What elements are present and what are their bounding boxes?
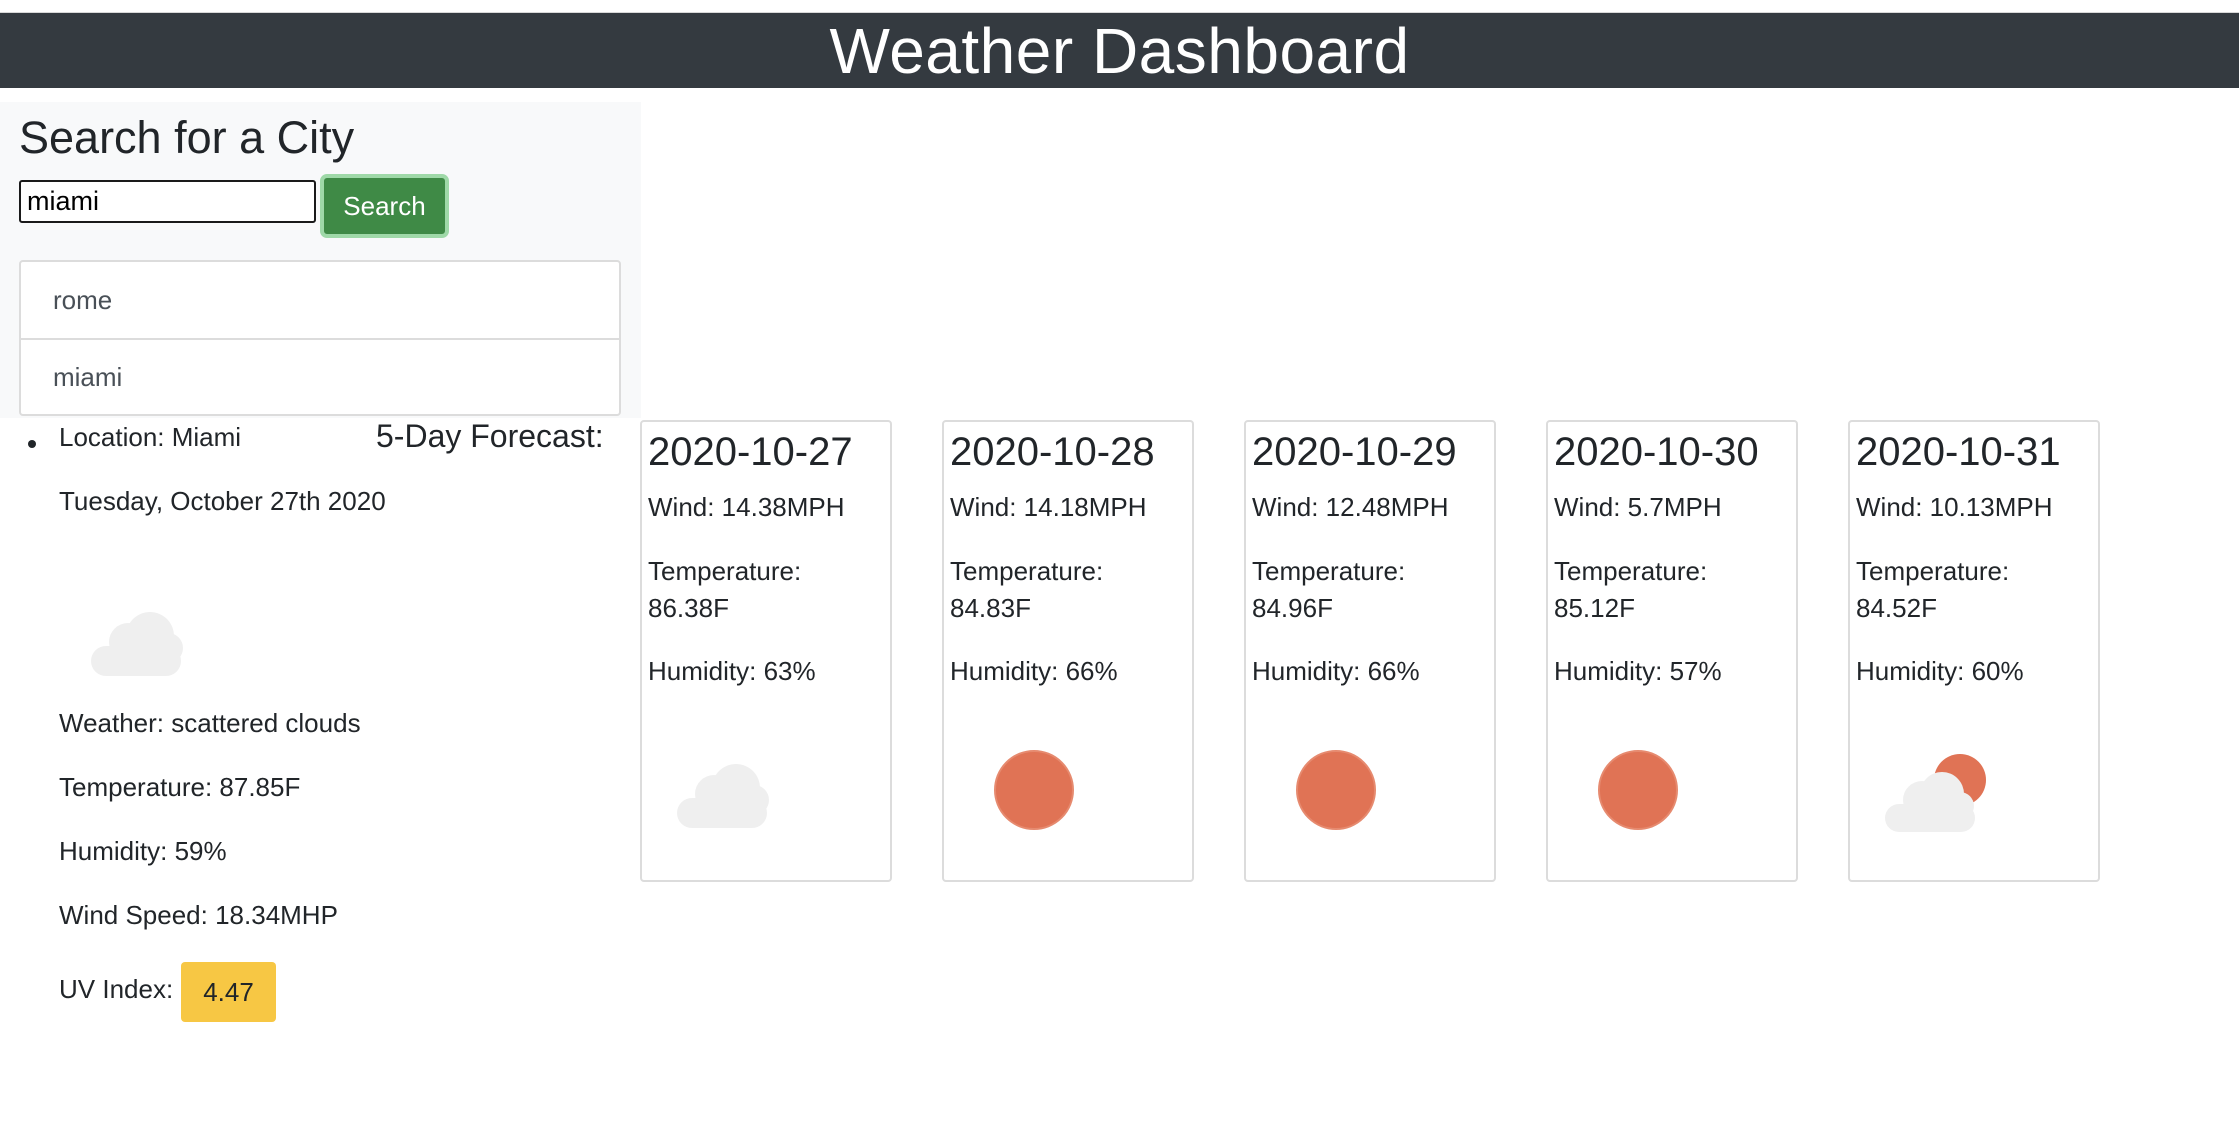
forecast-humidity: Humidity: 63% — [648, 656, 816, 686]
forecast-temperature: 86.38F — [648, 593, 729, 623]
city-search-input[interactable] — [19, 180, 316, 223]
current-location: Location: Miami — [59, 422, 242, 452]
forecast-humidity: Humidity: 66% — [1252, 656, 1420, 686]
forecast-humidity: Humidity: 60% — [1856, 656, 2024, 686]
cloud-icon — [677, 764, 769, 828]
forecast-temperature-label: Temperature: — [648, 556, 802, 586]
forecast-wind: Wind: 14.38MPH — [648, 492, 845, 522]
list-bullet — [28, 440, 36, 448]
forecast-humidity: Humidity: 66% — [950, 656, 1118, 686]
partly-cloudy-icon — [1885, 754, 1986, 832]
forecast-temperature: 84.96F — [1252, 593, 1333, 623]
current-wind-speed: Wind Speed: 18.34MHP — [59, 900, 338, 930]
forecast-title: 5-Day Forecast: — [376, 418, 604, 454]
forecast-temperature-label: Temperature: — [1856, 556, 2010, 586]
sun-icon — [1296, 750, 1376, 830]
forecast-temperature-label: Temperature: — [1252, 556, 1406, 586]
forecast-date: 2020-10-27 — [648, 430, 853, 474]
search-history-list: rome miami — [19, 260, 621, 416]
forecast-temperature-label: Temperature: — [950, 556, 1104, 586]
forecast-date: 2020-10-31 — [1856, 430, 2061, 474]
forecast-date: 2020-10-28 — [950, 430, 1155, 474]
forecast-wind: Wind: 14.18MPH — [950, 492, 1147, 522]
forecast-temperature: 85.12F — [1554, 593, 1635, 623]
current-humidity: Humidity: 59% — [59, 836, 227, 866]
search-panel: Search for a City Search rome miami — [0, 102, 641, 418]
forecast-date: 2020-10-29 — [1252, 430, 1457, 474]
forecast-card: 2020-10-31 Wind: 10.13MPH Temperature: 8… — [1848, 420, 2100, 882]
forecast-wind: Wind: 5.7MPH — [1554, 492, 1722, 522]
sun-icon — [994, 750, 1074, 830]
forecast-temperature: 84.83F — [950, 593, 1031, 623]
forecast-humidity: Humidity: 57% — [1554, 656, 1722, 686]
current-conditions: Weather: scattered clouds — [59, 708, 361, 738]
forecast-card: 2020-10-28 Wind: 14.18MPH Temperature: 8… — [942, 420, 1194, 882]
current-temperature: Temperature: 87.85F — [59, 772, 301, 802]
forecast-card: 2020-10-30 Wind: 5.7MPH Temperature: 85.… — [1546, 420, 1798, 882]
cloud-icon — [91, 612, 183, 676]
history-item-miami[interactable]: miami — [21, 338, 619, 414]
forecast-wind: Wind: 10.13MPH — [1856, 492, 2053, 522]
forecast-temperature: 84.52F — [1856, 593, 1937, 623]
history-item-rome[interactable]: rome — [53, 284, 113, 315]
page-title: Weather Dashboard — [829, 14, 1410, 87]
forecast-card: 2020-10-27 Wind: 14.38MPH Temperature: 8… — [640, 420, 892, 882]
top-border — [0, 0, 2239, 14]
sun-icon — [1598, 750, 1678, 830]
uv-index-badge: 4.47 — [181, 962, 276, 1022]
uv-index-label: UV Index: — [59, 974, 174, 1004]
page-header: Weather Dashboard — [0, 13, 2239, 88]
forecast-temperature-label: Temperature: — [1554, 556, 1708, 586]
current-date: Tuesday, October 27th 2020 — [59, 486, 386, 516]
forecast-date: 2020-10-30 — [1554, 430, 1759, 474]
forecast-card: 2020-10-29 Wind: 12.48MPH Temperature: 8… — [1244, 420, 1496, 882]
search-button[interactable]: Search — [320, 174, 449, 238]
search-title: Search for a City — [19, 112, 355, 163]
forecast-wind: Wind: 12.48MPH — [1252, 492, 1449, 522]
